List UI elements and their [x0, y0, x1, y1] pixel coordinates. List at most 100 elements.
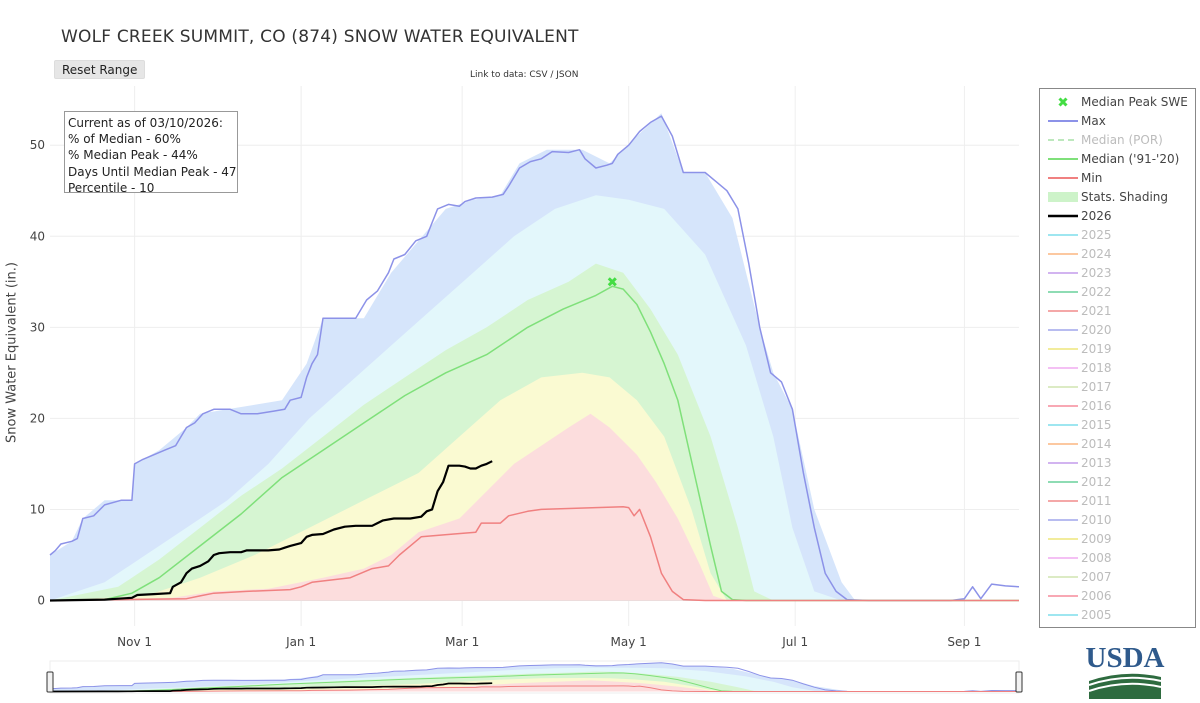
- usda-logo-text: USDA: [1086, 642, 1165, 674]
- data-link-separator: /: [547, 70, 557, 80]
- legend-line-swatch: [1048, 424, 1078, 426]
- series-line-max: [49, 115, 1020, 602]
- legend-item-label: 2023: [1081, 266, 1112, 280]
- legend-item-label: 2015: [1081, 418, 1112, 432]
- legend-line-swatch: [1048, 519, 1078, 521]
- legend-line-swatch: [1048, 614, 1078, 616]
- series-line-2026: [49, 460, 493, 602]
- legend-item[interactable]: 2016: [1040, 397, 1195, 416]
- legend-item[interactable]: 2023: [1040, 264, 1195, 283]
- legend-item[interactable]: 2005: [1040, 606, 1195, 625]
- legend-item-label: Median ('91-'20): [1081, 152, 1180, 166]
- legend-line-swatch: [1048, 329, 1078, 331]
- legend-item-label: 2011: [1081, 494, 1112, 508]
- legend-item[interactable]: Median ('91-'20): [1040, 150, 1195, 169]
- legend-item[interactable]: 2026: [1040, 207, 1195, 226]
- legend-item[interactable]: 2022: [1040, 283, 1195, 302]
- legend-item-label: 2025: [1081, 228, 1112, 242]
- legend-line-swatch: [1048, 291, 1078, 293]
- range-slider[interactable]: [46, 660, 1023, 694]
- legend-line-swatch: [1048, 158, 1078, 160]
- band-min: [50, 413, 1019, 601]
- legend-marker-swatch: [1058, 97, 1068, 107]
- reset-range-button[interactable]: Reset Range: [54, 60, 146, 79]
- x-tick-label: Jan 1: [285, 635, 316, 649]
- legend-item-label: Median Peak SWE: [1081, 95, 1188, 109]
- legend-line-swatch: [1048, 177, 1078, 179]
- legend-item-label: 2013: [1081, 456, 1112, 470]
- legend-item[interactable]: Stats. Shading: [1040, 188, 1195, 207]
- data-link: Link to data: CSV / JSON: [470, 70, 578, 80]
- usda-logo: USDA: [1085, 641, 1165, 699]
- range-slider-line: [49, 682, 493, 693]
- y-tick-label: 50: [30, 138, 45, 152]
- x-tick-label: Jul 1: [781, 635, 808, 649]
- legend-item[interactable]: 2013: [1040, 454, 1195, 473]
- legend-item-label: 2020: [1081, 323, 1112, 337]
- legend-item[interactable]: 2014: [1040, 435, 1195, 454]
- legend-item-label: 2019: [1081, 342, 1112, 356]
- legend-item-label: 2026: [1081, 209, 1112, 223]
- legend-line-swatch: [1048, 272, 1078, 274]
- legend-line-swatch: [1048, 576, 1078, 578]
- x-tick-label: Nov 1: [117, 635, 152, 649]
- legend-item[interactable]: 2015: [1040, 416, 1195, 435]
- series-line-median-91-20-: [49, 285, 1019, 602]
- legend-item[interactable]: 2009: [1040, 530, 1195, 549]
- legend-item-label: 2024: [1081, 247, 1112, 261]
- range-slider-line: [49, 685, 1019, 692]
- legend-item[interactable]: Max: [1040, 112, 1195, 131]
- json-link[interactable]: JSON: [556, 70, 579, 80]
- legend-item[interactable]: Median (POR): [1040, 131, 1195, 150]
- y-axis-title: Snow Water Equivalent (in.): [4, 262, 20, 443]
- legend-item-label: Max: [1081, 114, 1106, 128]
- y-tick-label: 40: [30, 229, 45, 243]
- legend-item[interactable]: Min: [1040, 169, 1195, 188]
- legend-item[interactable]: 2017: [1040, 378, 1195, 397]
- legend-line-swatch: [1048, 139, 1078, 141]
- legend-item[interactable]: 2007: [1040, 568, 1195, 587]
- legend: Median Peak SWE Max Median (POR) Median ('9…: [1039, 88, 1196, 628]
- legend-item[interactable]: Median Peak SWE: [1040, 93, 1195, 112]
- legend-line-swatch: [1048, 500, 1078, 502]
- legend-item[interactable]: 2011: [1040, 492, 1195, 511]
- range-slider-left-handle[interactable]: [46, 671, 54, 693]
- legend-item[interactable]: 2024: [1040, 245, 1195, 264]
- stats-pct-median-peak: % Median Peak - 44%: [68, 148, 198, 163]
- legend-line-swatch: [1048, 557, 1078, 559]
- y-tick-label: 0: [37, 594, 45, 608]
- legend-item-label: Median (POR): [1081, 133, 1163, 147]
- legend-item[interactable]: 2020: [1040, 321, 1195, 340]
- legend-item-label: 2012: [1081, 475, 1112, 489]
- legend-line-swatch: [1048, 310, 1078, 312]
- legend-item[interactable]: 2019: [1040, 340, 1195, 359]
- x-tick-label: Mar 1: [445, 635, 479, 649]
- legend-item-label: 2022: [1081, 285, 1112, 299]
- legend-line-swatch: [1048, 192, 1078, 202]
- legend-line-swatch: [1048, 253, 1078, 255]
- csv-link[interactable]: CSV: [529, 70, 548, 80]
- y-tick-label: 20: [30, 411, 45, 425]
- legend-item[interactable]: 2025: [1040, 226, 1195, 245]
- legend-line-swatch: [1048, 538, 1078, 540]
- legend-item-label: Min: [1081, 171, 1103, 185]
- legend-item-label: 2009: [1081, 532, 1112, 546]
- range-slider-right-handle[interactable]: [1015, 671, 1023, 693]
- legend-item-label: 2016: [1081, 399, 1112, 413]
- y-tick-label: 10: [30, 502, 45, 516]
- stats-percentile: Percentile - 10: [68, 180, 155, 195]
- legend-item-label: 2017: [1081, 380, 1112, 394]
- legend-line-swatch: [1048, 367, 1078, 369]
- legend-item[interactable]: 2021: [1040, 302, 1195, 321]
- legend-item[interactable]: 2006: [1040, 587, 1195, 606]
- legend-item[interactable]: 2010: [1040, 511, 1195, 530]
- legend-line-swatch: [1048, 481, 1078, 483]
- legend-item-label: 2008: [1081, 551, 1112, 565]
- legend-line-swatch: [1048, 405, 1078, 407]
- legend-item[interactable]: 2012: [1040, 473, 1195, 492]
- legend-item[interactable]: 2018: [1040, 359, 1195, 378]
- legend-item[interactable]: 2008: [1040, 549, 1195, 568]
- range-slider-line: [49, 672, 1019, 692]
- stats-box: Current as of 03/10/2026: % of Median - …: [64, 111, 238, 195]
